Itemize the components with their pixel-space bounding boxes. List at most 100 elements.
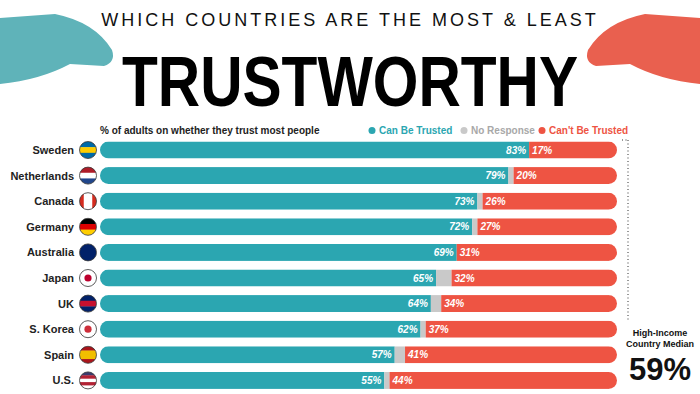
bar-segment bbox=[100, 295, 431, 312]
legend-swatch bbox=[461, 127, 468, 134]
legend-label: Can't Be Trusted bbox=[549, 125, 628, 136]
bar-segment bbox=[431, 295, 441, 312]
annotation-value: 59% bbox=[620, 352, 700, 388]
bar-segment bbox=[452, 270, 617, 287]
category-label: Australia bbox=[27, 246, 75, 258]
bar-segment bbox=[477, 193, 482, 210]
flag-outline bbox=[80, 346, 97, 363]
supertitle: WHICH COUNTRIES ARE THE MOST & LEAST bbox=[101, 10, 598, 30]
bar-segment bbox=[390, 372, 617, 389]
bar-row bbox=[100, 295, 617, 312]
data-label: 41% bbox=[407, 349, 428, 360]
flag bbox=[80, 167, 97, 184]
bar-row bbox=[100, 244, 617, 261]
bar-row bbox=[100, 321, 617, 338]
flag-outline bbox=[80, 142, 97, 159]
data-label: 72% bbox=[449, 221, 469, 232]
bar-row bbox=[100, 167, 617, 184]
flag bbox=[80, 193, 97, 210]
subtitle: % of adults on whether they trust most p… bbox=[100, 125, 320, 136]
data-label: 20% bbox=[516, 170, 537, 181]
flag-outline bbox=[80, 270, 97, 287]
flag bbox=[80, 295, 97, 312]
data-label: 34% bbox=[444, 298, 464, 309]
bar-row bbox=[100, 270, 617, 287]
bar-segment bbox=[100, 142, 529, 159]
annotation-text: High-Income Country Median bbox=[620, 328, 700, 350]
category-label: U.S. bbox=[53, 374, 74, 386]
flag bbox=[80, 270, 97, 287]
data-label: 37% bbox=[429, 324, 449, 335]
legend-item: Can't Be Trusted bbox=[539, 125, 629, 136]
bar-segment bbox=[100, 372, 384, 389]
legend-label: Can Be Trusted bbox=[379, 125, 452, 136]
annotation-bracket bbox=[622, 140, 628, 141]
bar-segment bbox=[384, 372, 389, 389]
data-label: 26% bbox=[485, 196, 506, 207]
bar-row bbox=[100, 193, 617, 210]
flag bbox=[80, 372, 97, 389]
data-label: 69% bbox=[434, 247, 454, 258]
data-label: 27% bbox=[479, 221, 500, 232]
bar-segment bbox=[436, 270, 452, 287]
category-label: Germany bbox=[26, 221, 75, 233]
data-label: 79% bbox=[485, 170, 505, 181]
data-label: 17% bbox=[532, 145, 552, 156]
data-label: 73% bbox=[454, 196, 474, 207]
flag-outline bbox=[80, 193, 97, 210]
bar-segment bbox=[426, 321, 617, 338]
legend-label: No Response bbox=[471, 125, 535, 136]
annotation-bracket bbox=[628, 140, 629, 322]
flag-outline bbox=[80, 372, 97, 389]
data-label: 57% bbox=[372, 349, 392, 360]
plot-area bbox=[100, 142, 617, 389]
flag-outline bbox=[80, 244, 97, 261]
legend-item: No Response bbox=[461, 125, 536, 136]
bar-segment bbox=[100, 193, 477, 210]
chart: WHICH COUNTRIES ARE THE MOST & LEASTTRUS… bbox=[0, 0, 700, 394]
data-label: 32% bbox=[455, 273, 475, 284]
data-label: 62% bbox=[398, 324, 418, 335]
flag bbox=[80, 218, 97, 235]
bar-segment bbox=[477, 218, 617, 235]
flag-outline bbox=[80, 167, 97, 184]
bar-segment bbox=[514, 167, 617, 184]
category-label: Canada bbox=[34, 195, 75, 207]
bar-row bbox=[100, 218, 617, 235]
bar-segment bbox=[100, 244, 457, 261]
bar-row bbox=[100, 346, 617, 363]
labels: Sweden 83% 17% Netherlands 79% 20% Canada 73% 26… bbox=[10, 142, 552, 390]
legend-swatch bbox=[369, 127, 376, 134]
flag bbox=[80, 142, 97, 159]
legend-swatch bbox=[539, 127, 546, 134]
data-label: 44% bbox=[392, 375, 413, 386]
hand-left bbox=[0, 14, 113, 84]
bar-segment bbox=[508, 167, 513, 184]
bar-segment bbox=[441, 295, 617, 312]
bar-segment bbox=[472, 218, 477, 235]
flag-outline bbox=[80, 295, 97, 312]
category-label: S. Korea bbox=[29, 323, 75, 335]
category-label: UK bbox=[58, 298, 74, 310]
data-label: 31% bbox=[460, 247, 480, 258]
data-label: 64% bbox=[408, 298, 428, 309]
flag bbox=[80, 321, 97, 338]
category-label: Sweden bbox=[32, 144, 74, 156]
data-label: 55% bbox=[361, 375, 381, 386]
bar-segment bbox=[100, 346, 395, 363]
flag bbox=[80, 244, 97, 261]
bar-segment bbox=[100, 167, 508, 184]
bar-segment bbox=[457, 244, 617, 261]
data-label: 83% bbox=[506, 145, 526, 156]
category-label: Spain bbox=[44, 349, 74, 361]
flag-outline bbox=[80, 321, 97, 338]
bar-segment bbox=[405, 346, 617, 363]
bar-row bbox=[100, 142, 617, 159]
bar-row bbox=[100, 372, 617, 389]
bar-segment bbox=[483, 193, 617, 210]
flag-outline bbox=[80, 218, 97, 235]
bar-segment bbox=[395, 346, 405, 363]
category-label: Netherlands bbox=[10, 170, 74, 182]
flag bbox=[80, 346, 97, 363]
bar-segment bbox=[100, 270, 436, 287]
